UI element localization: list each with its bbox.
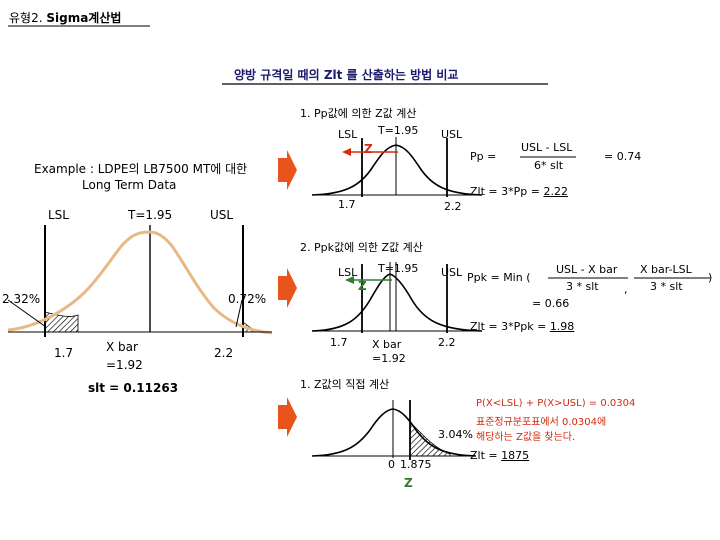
m3-curve	[311, 408, 477, 457]
arrow-method1	[278, 150, 297, 190]
m2-num1: USL - X bar	[556, 263, 618, 276]
m2-den2: 3 * slt	[650, 280, 683, 293]
m2-num2: X bar-LSL	[640, 263, 692, 276]
main-lsl-label: LSL	[48, 208, 69, 222]
main-left-pointer	[7, 299, 47, 328]
m1-target-label: T=1.95	[378, 124, 419, 137]
m1-curve	[311, 144, 483, 196]
example-line2: Long Term Data	[82, 178, 177, 192]
main-left-percent: 2.32%	[2, 292, 41, 306]
m2-xbar-line2: =1.92	[372, 352, 406, 365]
m1-pp-label: Pp =	[470, 150, 497, 163]
m1-result: = 0.74	[604, 150, 642, 163]
m2-curve	[311, 273, 483, 332]
m1-lsl-value: 1.7	[338, 198, 356, 211]
m1-zlt: Zlt = 3*Pp = 2.22	[470, 185, 568, 198]
m1-usl-label: USL	[441, 128, 463, 141]
m2-target-label: T=1.95	[378, 262, 419, 275]
m2-usl-label: USL	[441, 266, 463, 279]
m2-result: = 0.66	[532, 297, 570, 310]
m3-note2: 표준정규분포표에서 0.0304에	[476, 417, 607, 428]
m3-zlt: Zlt = 1875	[470, 449, 529, 462]
method3-chart	[311, 400, 477, 460]
m2-close: )	[708, 271, 713, 284]
m1-lsl-label: LSL	[338, 128, 358, 141]
method2-chart	[311, 262, 710, 333]
main-left-tail	[44, 311, 79, 333]
main-xbar-line1: X bar	[106, 340, 138, 354]
m2-zlt: Zlt = 3*Ppk = 1.98	[470, 320, 574, 333]
method1-heading: 1. Pp값에 의한 Z값 계산	[300, 107, 417, 120]
m1-zlt-value: 2.22	[543, 185, 568, 198]
m2-lsl-value: 1.7	[330, 336, 348, 349]
orange-arrows	[278, 150, 297, 437]
main-xbar-line2: =1.92	[106, 358, 143, 372]
main-usl-label: USL	[210, 208, 234, 222]
m2-z-arrowhead	[345, 276, 354, 284]
m1-z-label: Z	[364, 142, 373, 156]
header-bold: Sigma계산법	[46, 11, 122, 25]
page-header: 유형2. Sigma계산법	[9, 9, 121, 26]
m3-zero: 0	[388, 458, 395, 471]
m3-zlt-value: 1875	[501, 449, 530, 462]
header-label: 유형2.	[9, 11, 47, 25]
m2-z-label: Z	[358, 279, 367, 293]
m1-denominator: 6* slt	[534, 159, 564, 172]
m2-lsl-label: LSL	[338, 266, 358, 279]
m2-den1: 3 * slt	[566, 280, 599, 293]
m3-z-label: Z	[404, 476, 413, 490]
m2-usl-value: 2.2	[438, 336, 456, 349]
m1-numerator: USL - LSL	[521, 141, 573, 154]
m3-zlt-prefix: Zlt =	[470, 449, 502, 462]
arrow-method3	[278, 397, 297, 437]
m2-xbar-line1: X bar	[372, 338, 402, 351]
arrow-method2	[278, 268, 297, 308]
m2-zlt-prefix: Zlt = 3*Ppk =	[470, 320, 550, 333]
page-title: 양방 규격일 때의 Zlt 를 산출하는 방법 비교	[234, 68, 459, 82]
main-chart	[7, 225, 273, 337]
m1-z-arrowhead	[342, 148, 351, 156]
m3-note3: 해당하는 Z값을 찾는다.	[476, 432, 576, 443]
m3-z-value: 1.875	[400, 458, 432, 471]
m3-note1: P(X<LSL) + P(X>USL) = 0.0304	[476, 398, 636, 409]
example-line1: Example : LDPE의 LB7500 MT에 대한	[34, 162, 248, 176]
method3-heading: 1. Z값의 직접 계산	[300, 378, 390, 391]
m2-comma: ,	[624, 283, 628, 296]
main-usl-value: 2.2	[214, 346, 234, 360]
m2-zlt-value: 1.98	[549, 320, 575, 333]
m1-usl-value: 2.2	[444, 200, 462, 213]
main-right-pointer	[235, 299, 243, 328]
main-curve	[7, 230, 273, 335]
method1-chart	[311, 137, 576, 197]
m3-percent: 3.04%	[438, 428, 473, 441]
main-right-percent: 0.72%	[228, 292, 267, 306]
method2-heading: 2. Ppk값에 의한 Z값 계산	[300, 241, 423, 254]
m1-zlt-prefix: Zlt = 3*Pp =	[470, 185, 544, 198]
main-slt: slt = 0.11263	[88, 381, 179, 395]
main-lsl-value: 1.7	[54, 346, 74, 360]
main-target-label: T=1.95	[128, 208, 173, 222]
m2-ppk-label: Ppk = Min (	[467, 271, 531, 284]
